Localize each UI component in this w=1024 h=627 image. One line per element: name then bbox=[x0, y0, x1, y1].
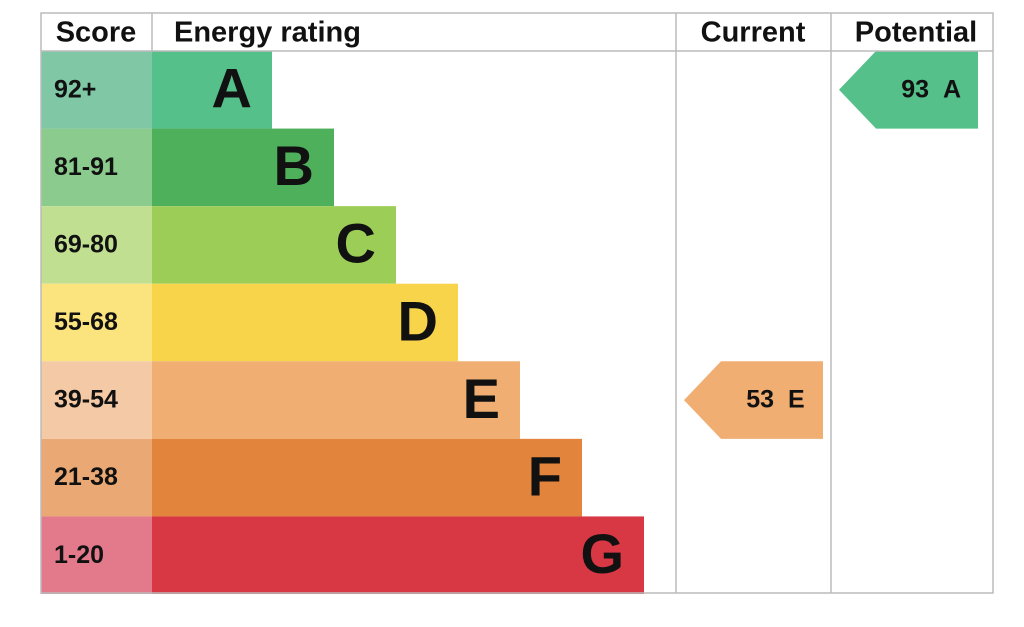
rating-bar bbox=[152, 283, 458, 362]
potential-letter: A bbox=[943, 75, 961, 103]
score-label: 39-54 bbox=[54, 386, 118, 414]
header-potential: Potential bbox=[855, 17, 977, 49]
score-cell bbox=[41, 51, 152, 129]
header-rating: Energy rating bbox=[174, 17, 361, 49]
score-cell bbox=[41, 128, 152, 207]
score-cell bbox=[41, 361, 152, 439]
band-letter: D bbox=[398, 289, 438, 352]
band-letter: A bbox=[212, 57, 252, 120]
band-letter: G bbox=[580, 522, 624, 585]
band-letter: C bbox=[336, 212, 376, 275]
rating-bar bbox=[152, 516, 644, 594]
rating-bar bbox=[152, 361, 520, 439]
current-arrow bbox=[684, 361, 823, 439]
score-cell bbox=[41, 206, 152, 284]
frame bbox=[40, 12, 994, 594]
rating-bar bbox=[152, 206, 396, 284]
band-letter: E bbox=[463, 367, 500, 430]
band-letter: F bbox=[528, 444, 562, 507]
potential-arrow bbox=[839, 51, 978, 129]
header-current: Current bbox=[701, 17, 806, 49]
score-label: 1-20 bbox=[54, 541, 104, 569]
score-cell bbox=[41, 283, 152, 362]
header-score: Score bbox=[56, 17, 137, 49]
score-label: 81-91 bbox=[54, 153, 118, 181]
score-label: 21-38 bbox=[54, 463, 118, 491]
rating-bar bbox=[152, 438, 582, 517]
potential-value: 93 bbox=[901, 75, 929, 103]
score-cell bbox=[41, 438, 152, 517]
rating-bar bbox=[152, 51, 272, 129]
score-cell bbox=[41, 516, 152, 594]
score-label: 69-80 bbox=[54, 231, 118, 259]
rating-bar bbox=[152, 128, 334, 207]
score-label: 55-68 bbox=[54, 308, 118, 336]
current-letter: E bbox=[788, 386, 805, 414]
score-label: 92+ bbox=[54, 75, 96, 103]
band-letter: B bbox=[274, 134, 314, 197]
current-value: 53 bbox=[746, 386, 774, 414]
